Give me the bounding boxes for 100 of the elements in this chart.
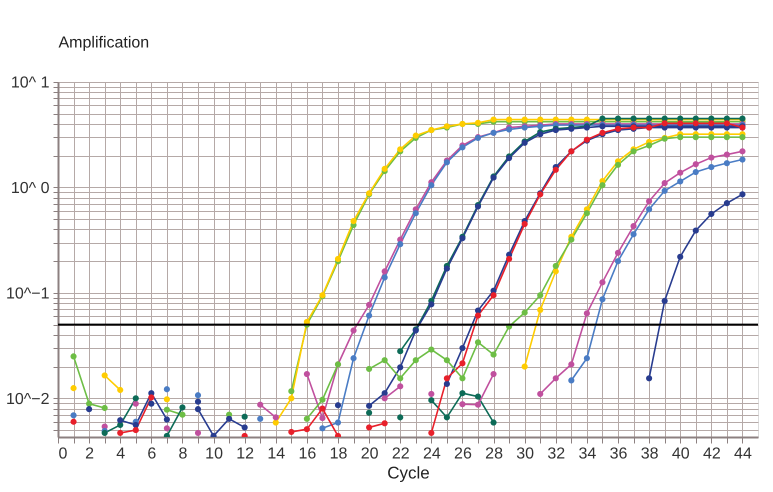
y-tick-label: 10^−1 (6, 285, 50, 302)
point (397, 414, 404, 420)
point (630, 231, 637, 238)
point (630, 223, 637, 230)
point (459, 360, 466, 366)
point (382, 357, 388, 364)
point (382, 390, 388, 396)
point (568, 361, 574, 368)
point (677, 134, 684, 140)
point (739, 134, 746, 140)
point (179, 404, 186, 411)
y-tick-label: 10^−2 (6, 390, 50, 408)
point (334, 256, 342, 262)
point (568, 236, 574, 243)
point (708, 210, 714, 218)
x-tick-label: 42 (702, 446, 721, 462)
point (164, 406, 170, 413)
point (117, 417, 124, 424)
point (350, 355, 357, 362)
point (552, 375, 559, 382)
point (662, 188, 668, 194)
point (708, 154, 714, 161)
point (599, 182, 606, 188)
point (194, 392, 202, 398)
point (382, 274, 388, 281)
x-tick-label: 16 (298, 446, 316, 462)
x-tick-label: 18 (330, 446, 348, 462)
point (350, 327, 357, 334)
point (552, 262, 559, 270)
point (412, 210, 419, 216)
point (102, 372, 108, 378)
point (662, 298, 668, 304)
point (397, 348, 404, 354)
point (70, 418, 77, 425)
point (474, 339, 482, 346)
point (522, 220, 528, 228)
point (506, 256, 512, 262)
x-tick-label: 36 (610, 446, 628, 462)
point (584, 355, 590, 362)
point (428, 346, 434, 353)
point (677, 254, 684, 260)
point (319, 396, 326, 403)
point (708, 164, 714, 170)
x-tick-label: 2 (85, 446, 94, 462)
point (444, 414, 450, 420)
x-tick-label: 26 (454, 446, 472, 462)
x-tick-label: 8 (178, 446, 188, 462)
point (522, 364, 528, 370)
point (382, 268, 388, 274)
point (304, 416, 310, 422)
point (599, 296, 606, 302)
x-tick-label: 14 (267, 446, 286, 462)
point (86, 400, 92, 407)
point (428, 390, 434, 398)
point (692, 134, 699, 140)
point (739, 148, 746, 154)
point (522, 310, 528, 316)
y-axis-title: Amplification (58, 34, 150, 52)
point (584, 210, 590, 216)
point (739, 156, 746, 163)
point (444, 375, 450, 382)
point (334, 419, 342, 426)
point (382, 166, 388, 172)
point (288, 395, 294, 402)
point (70, 353, 77, 360)
point (428, 430, 434, 436)
point (70, 385, 77, 392)
x-tick-label: 20 (360, 446, 379, 462)
point (242, 424, 248, 430)
point (102, 404, 108, 412)
point (537, 292, 544, 298)
point (194, 406, 202, 412)
x-tick-label: 24 (422, 446, 441, 462)
point (164, 386, 170, 392)
point (319, 405, 326, 412)
point (568, 377, 574, 384)
point (474, 312, 482, 319)
point (319, 415, 326, 422)
point (739, 191, 746, 198)
point (366, 302, 372, 308)
point (724, 160, 730, 166)
point (164, 396, 170, 402)
point (490, 352, 497, 358)
point (459, 375, 466, 382)
point (382, 420, 388, 426)
point (164, 425, 170, 432)
point (117, 430, 124, 436)
point (257, 402, 264, 408)
point (724, 134, 730, 140)
point (708, 134, 714, 140)
point (724, 200, 730, 206)
point (366, 312, 372, 319)
point (226, 416, 232, 422)
point (537, 390, 544, 398)
point (444, 380, 450, 388)
point (70, 412, 77, 418)
point (412, 357, 419, 364)
x-tick-label: 0 (58, 446, 68, 462)
point (692, 161, 699, 168)
point (614, 258, 622, 264)
